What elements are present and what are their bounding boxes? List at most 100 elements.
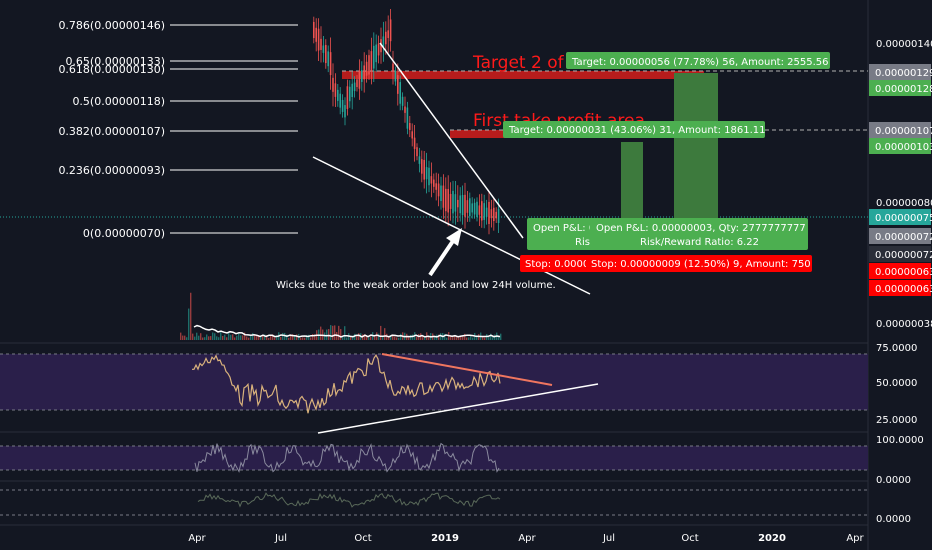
candle-body [433,179,435,187]
volume-bar [386,333,388,340]
target1-box[interactable] [503,121,765,138]
volume-bar [334,325,336,340]
candle-body [346,86,349,109]
volume-bar [250,335,252,340]
candle-body [459,195,461,214]
candle-body [356,79,358,88]
time-axis-label: Apr [518,533,536,544]
volume-bar [392,334,394,340]
rsi-resistance-line[interactable] [381,353,553,386]
volume-bar [416,336,418,340]
volume-bar [258,335,260,340]
osc2-axis-label: 0.0000 [876,514,911,525]
fib-label: 0.236(0.00000093) [58,164,165,177]
volume-bar [488,336,490,340]
volume-bar [256,335,258,340]
candle-body [394,70,397,82]
volume-bar [180,332,182,340]
price-tag [869,80,931,96]
volume-bar [380,325,382,340]
volume-bar [468,337,470,340]
candle-body [471,203,473,213]
stop-box-back[interactable] [520,255,592,272]
price-tag-text: 0.00000128 [875,84,932,95]
candle-body [416,147,418,157]
pnl-box-front[interactable] [590,218,808,250]
price-candles[interactable] [313,9,500,235]
volume-bar [270,335,272,340]
rsi-band [0,354,868,410]
volume-bar [450,335,452,340]
price-tag [869,263,931,279]
fib-label: 0.5(0.00000118) [72,95,165,108]
candle-body [325,44,327,64]
target2-box[interactable] [566,52,830,69]
volume-bar [446,337,448,340]
volume-bar [296,334,298,340]
volume-bar [282,332,284,340]
volume-bar [300,337,302,340]
volume-bar [248,337,250,340]
volume-bar [340,329,342,340]
target2-title: Target 2 of [472,53,565,73]
volume-bar [354,333,356,340]
volume-bar [220,332,222,340]
candle-body [430,176,433,184]
volume-bar [326,329,328,340]
candle-body [423,159,425,180]
candle-body [481,201,483,221]
volume-bar [252,333,254,340]
price-tag [869,138,931,154]
fib-levels[interactable] [170,24,298,234]
rsi-axis-label: 25.0000 [876,415,917,426]
volume-bar [400,333,402,340]
price-tag [869,280,931,296]
candle-body [351,83,353,98]
volume-bar [310,337,312,340]
pnl-front-line2: Risk/Reward Ratio: 6.22 [640,237,759,248]
volume-bar [268,337,270,340]
stop-box-front[interactable] [586,255,812,272]
candle-body [353,82,356,92]
volume-bar [390,336,392,340]
candle-body [473,202,476,215]
rsi-support-line[interactable] [317,383,599,434]
time-axis-label: Apr [188,533,206,544]
volume-bar [210,336,212,340]
candle-body [493,207,495,222]
candle-body [435,183,437,190]
volume-bar [204,337,206,340]
candle-body [341,99,344,112]
volume-bar [388,335,390,340]
price-axis-label: 0.00000140 [876,39,932,50]
fib-label: 0.786(0.00000146) [58,19,165,32]
volume-bar [304,337,306,340]
candle-body [457,199,459,208]
volume-bar [396,337,398,340]
volume-bar [476,335,478,340]
fib-label: 0(0.00000070) [83,227,165,240]
candle-body [368,55,370,75]
candle-body [375,44,377,63]
volume-bar [358,333,360,340]
candle-body [488,201,490,225]
volume-bar [328,329,330,340]
volume-bar [212,332,214,340]
candle-body [476,201,478,217]
candle-body [461,194,464,216]
volume-bar [370,336,372,340]
candle-body [478,205,481,215]
volume-bar [192,333,194,340]
volume-bar [222,335,224,340]
volume-bar [260,336,262,340]
candle-body [411,131,413,139]
candle-body [445,188,447,212]
rsi-axis-label: 75.0000 [876,343,917,354]
candle-body [442,185,445,208]
wedge-upper-line[interactable] [379,42,524,239]
price-tag [869,209,931,225]
volume-bar [500,333,502,340]
volume-bar [234,337,236,340]
volume-bar [272,334,274,340]
